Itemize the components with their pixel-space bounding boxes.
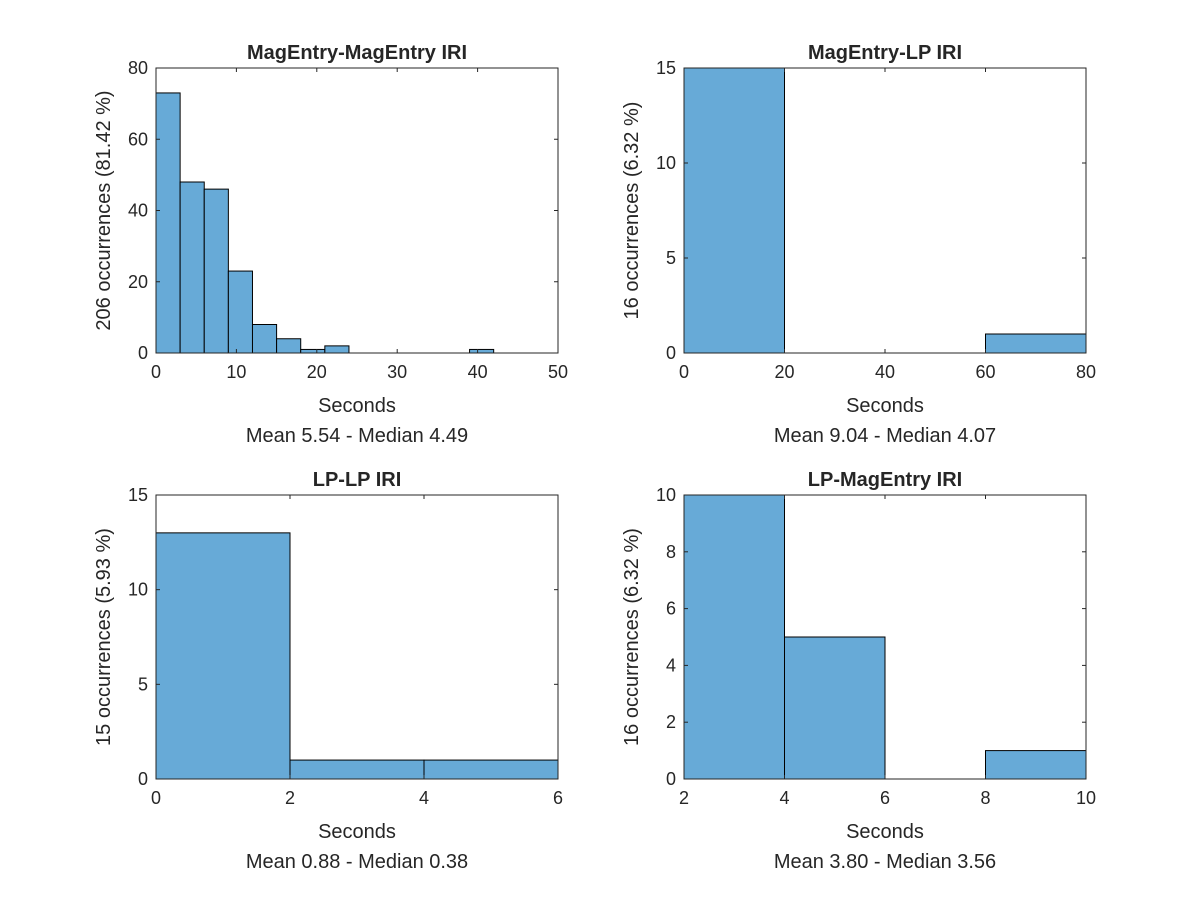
y-axis-label: 16 occurrences (6.32 %): [621, 528, 643, 746]
x-tick-label: 80: [1076, 362, 1096, 382]
y-tick-label: 0: [138, 343, 148, 363]
histogram-bar: [227, 270, 253, 354]
y-tick-label: 5: [666, 248, 676, 268]
histogram-bar: [251, 324, 278, 354]
histogram-bar: [155, 532, 291, 780]
y-tick-label: 0: [138, 769, 148, 789]
subplot-title: LP-MagEntry IRI: [808, 469, 962, 491]
x-tick-label: 8: [980, 788, 990, 808]
x-tick-label: 6: [880, 788, 890, 808]
x-tick-label: 2: [285, 788, 295, 808]
y-tick-label: 40: [128, 201, 148, 221]
y-axis-label: 16 occurrences (6.32 %): [621, 102, 643, 320]
y-tick-label: 10: [128, 580, 148, 600]
histogram-bar: [289, 759, 425, 780]
summary-stats: Mean 9.04 - Median 4.07: [774, 425, 996, 447]
axes-box: [155, 494, 559, 780]
histogram-bar: [324, 345, 350, 354]
y-tick-label: 15: [656, 58, 676, 78]
x-axis-label: Seconds: [846, 395, 924, 417]
y-tick-label: 6: [666, 599, 676, 619]
histogram-bar: [683, 494, 785, 780]
x-tick-label: 2: [679, 788, 689, 808]
y-tick-label: 0: [666, 343, 676, 363]
x-tick-label: 6: [553, 788, 563, 808]
y-tick-label: 8: [666, 542, 676, 562]
subplot-title: MagEntry-LP IRI: [808, 42, 962, 64]
x-tick-label: 4: [419, 788, 429, 808]
x-tick-label: 0: [679, 362, 689, 382]
y-tick-label: 2: [666, 712, 676, 732]
histogram-bar: [469, 348, 495, 354]
y-tick-label: 5: [138, 674, 148, 694]
bars: [155, 532, 559, 780]
subplot-title: MagEntry-MagEntry IRI: [247, 42, 467, 64]
subplot-1: 0 10 20 30 40 50 0 20 40 60 80 MagEntry-MagEntry IR…: [93, 42, 568, 447]
subplot-2: 0 20 40 60 80 0 5 10 15 MagEntry-LP IRI Seconds Mea…: [621, 42, 1096, 447]
x-tick-label: 10: [1076, 788, 1096, 808]
summary-stats: Mean 5.54 - Median 4.49: [246, 425, 468, 447]
x-tick-label: 40: [875, 362, 895, 382]
y-axis-label: 15 occurrences (5.93 %): [93, 528, 115, 746]
y-tick-label: 80: [128, 58, 148, 78]
summary-stats: Mean 0.88 - Median 0.38: [246, 851, 468, 873]
x-axis-label: Seconds: [846, 821, 924, 843]
x-tick-label: 0: [151, 362, 161, 382]
histogram-bar: [985, 333, 1087, 354]
x-tick-label: 60: [975, 362, 995, 382]
histogram-bar: [985, 750, 1087, 780]
histogram-bar: [423, 759, 559, 780]
histogram-bar: [155, 92, 181, 354]
y-tick-label: 60: [128, 129, 148, 149]
x-tick-label: 50: [548, 362, 568, 382]
x-tick-label: 4: [779, 788, 789, 808]
y-tick-label: 4: [666, 655, 676, 675]
x-tick-label: 10: [226, 362, 246, 382]
bars: [155, 92, 495, 354]
subplot-3: 0 2 4 6 0 5 10 15 LP-LP IRI Seconds Mean 0.88 - Me…: [93, 469, 563, 873]
x-axis-label: Seconds: [318, 395, 396, 417]
y-tick-label: 10: [656, 485, 676, 505]
x-tick-label: 20: [307, 362, 327, 382]
x-tick-label: 0: [151, 788, 161, 808]
histogram-bar: [784, 636, 886, 780]
y-axis-label: 206 occurrences (81.42 %): [93, 90, 115, 330]
y-tick-label: 20: [128, 272, 148, 292]
subplot-title: LP-LP IRI: [313, 469, 402, 491]
x-axis-label: Seconds: [318, 821, 396, 843]
x-tick-label: 40: [468, 362, 488, 382]
histogram-bar: [300, 348, 326, 354]
y-tick-label: 0: [666, 769, 676, 789]
histogram-bar: [179, 181, 205, 354]
y-tick-label: 15: [128, 485, 148, 505]
bars: [683, 67, 1087, 354]
histogram-bar: [276, 338, 302, 354]
x-tick-label: 20: [774, 362, 794, 382]
histogram-bar: [203, 188, 229, 354]
histogram-bar: [683, 67, 785, 354]
summary-stats: Mean 3.80 - Median 3.56: [774, 851, 996, 873]
y-tick-label: 10: [656, 153, 676, 173]
x-tick-label: 30: [387, 362, 407, 382]
